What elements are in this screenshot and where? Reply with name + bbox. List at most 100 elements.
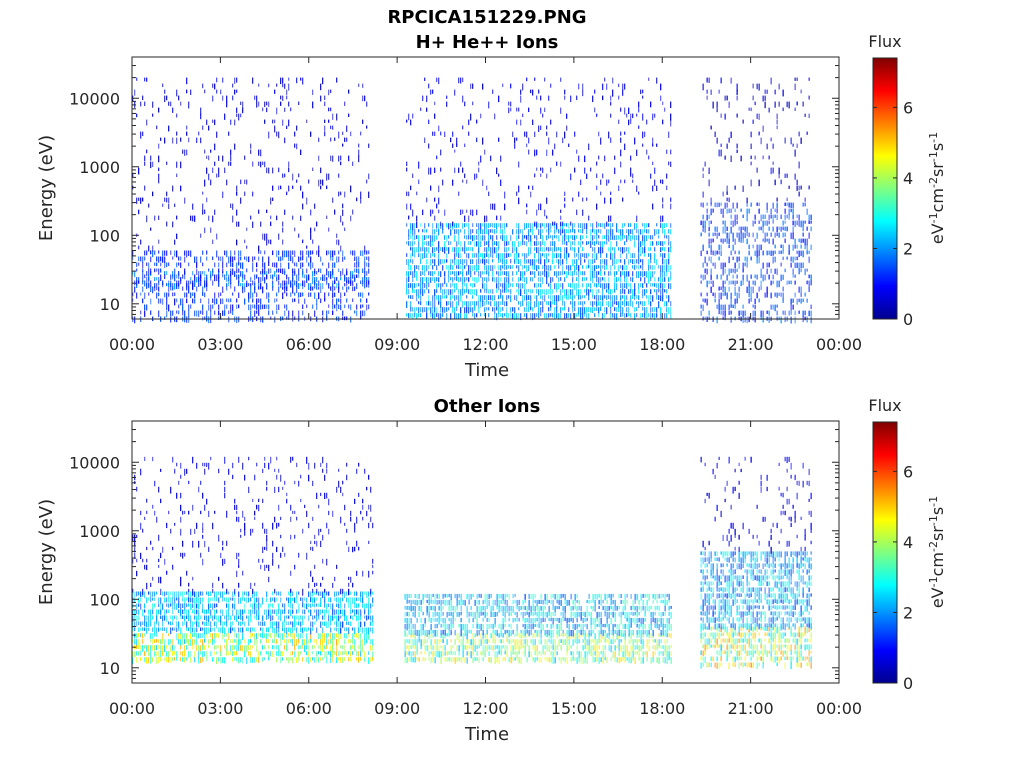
spectrogram-cell [640,247,642,253]
spectrogram-cell [214,262,216,268]
spectrogram-cell [664,235,666,239]
spectrogram-cell [186,89,188,94]
spectrogram-cell [132,639,134,643]
spectrogram-cell [770,137,772,142]
spectrogram-cell [592,295,594,299]
spectrogram-cell [350,131,352,137]
spectrogram-cell [198,609,200,617]
spectrogram-cell [252,645,254,649]
spectrogram-cell [176,280,178,287]
spectrogram-cell [336,639,338,646]
spectrogram-cell [440,295,442,301]
spectrogram-cell [514,247,516,252]
spectrogram-cell [250,645,252,651]
spectrogram-cell [600,301,602,308]
spectrogram-cell [712,238,714,243]
spectrogram-cell [640,89,642,94]
spectrogram-cell [414,223,416,229]
spectrogram-cell [528,107,530,112]
spectrogram-cell [292,627,294,633]
spectrogram-cell [596,229,598,236]
spectrogram-cell [660,271,662,278]
x-tick-label: 03:00 [197,335,243,354]
spectrogram-cell [524,131,526,137]
spectrogram-cell [718,232,720,236]
spectrogram-cell [594,259,596,263]
spectrogram-cell [272,609,274,614]
spectrogram-cell [314,271,316,276]
spectrogram-cell [734,220,736,226]
spectrogram-cell [556,259,558,263]
spectrogram-cell [668,307,670,314]
spectrogram-cell [152,645,154,651]
spectrogram-cell [244,179,246,184]
spectrogram-cell [720,143,722,147]
spectrogram-cell [356,310,358,317]
spectrogram-cell [338,609,340,615]
spectrogram-cell [356,262,358,268]
spectrogram-cell [488,295,490,301]
spectrogram-cell [788,310,790,316]
spectrogram-cell [540,247,542,252]
spectrogram-cell [734,316,736,321]
spectrogram-cell [310,633,312,641]
spectrogram-cell [254,274,256,280]
spectrogram-cell [320,268,322,274]
spectrogram-cell [428,241,430,246]
spectrogram-cell [522,277,524,282]
spectrogram-cell [790,232,792,240]
spectrogram-cell [776,119,778,125]
spectrogram-cell [364,262,366,269]
y-tick-label: 10 [100,295,120,314]
spectrogram-cell [144,310,146,317]
spectrogram-cell [154,633,156,637]
spectrogram-cell [756,202,758,206]
spectrogram-cell [372,597,374,603]
spectrogram-cell [314,609,316,613]
spectrogram-cell [434,131,436,136]
spectrogram-cell [570,247,572,251]
spectrogram-cell [156,262,158,267]
spectrogram-cell [792,244,794,251]
spectrogram-cell [734,214,736,222]
spectrogram-cell [494,229,496,234]
spectrogram-cell [284,645,286,650]
spectrogram-cell [252,268,254,272]
spectrogram-cell [488,301,490,305]
spectrogram-cell [810,226,812,232]
spectrogram-cell [282,256,284,261]
spectrogram-cell [442,307,444,313]
spectrogram-cell [336,603,338,607]
spectrogram-cell [170,621,172,626]
spectrogram-cell [234,271,236,277]
spectrogram-cell [196,591,198,598]
spectrogram-cell [436,223,438,229]
spectrogram-cell [364,603,366,610]
spectrogram-cell [242,286,244,294]
spectrogram-cell [578,301,580,306]
spectrogram-cell [196,615,198,623]
spectrogram-cell [632,271,634,277]
spectrogram-cell [158,256,160,263]
spectrogram-cell [326,173,328,181]
spectrogram-cell [350,615,352,619]
spectrogram-cell [788,250,790,255]
spectrogram-cell [802,226,804,232]
spectrogram-cell [652,143,654,147]
spectrogram-cell [294,316,296,320]
spectrogram-cell [186,657,188,661]
spectrogram-cell [410,247,412,251]
spectrogram-cell [624,247,626,253]
spectrogram-cell [248,292,250,300]
spectrogram-cell [134,591,136,597]
spectrogram-cell [652,241,654,246]
spectrogram-cell [532,119,534,125]
spectrogram-cell [202,597,204,603]
spectrogram-cell [198,657,200,664]
spectrogram-cell [170,645,172,652]
spectrogram-cell [246,657,248,664]
spectrogram-cell [578,295,580,300]
spectrogram-cell [244,639,246,644]
spectrogram-cell [448,223,450,230]
spectrogram-cell [266,627,268,633]
